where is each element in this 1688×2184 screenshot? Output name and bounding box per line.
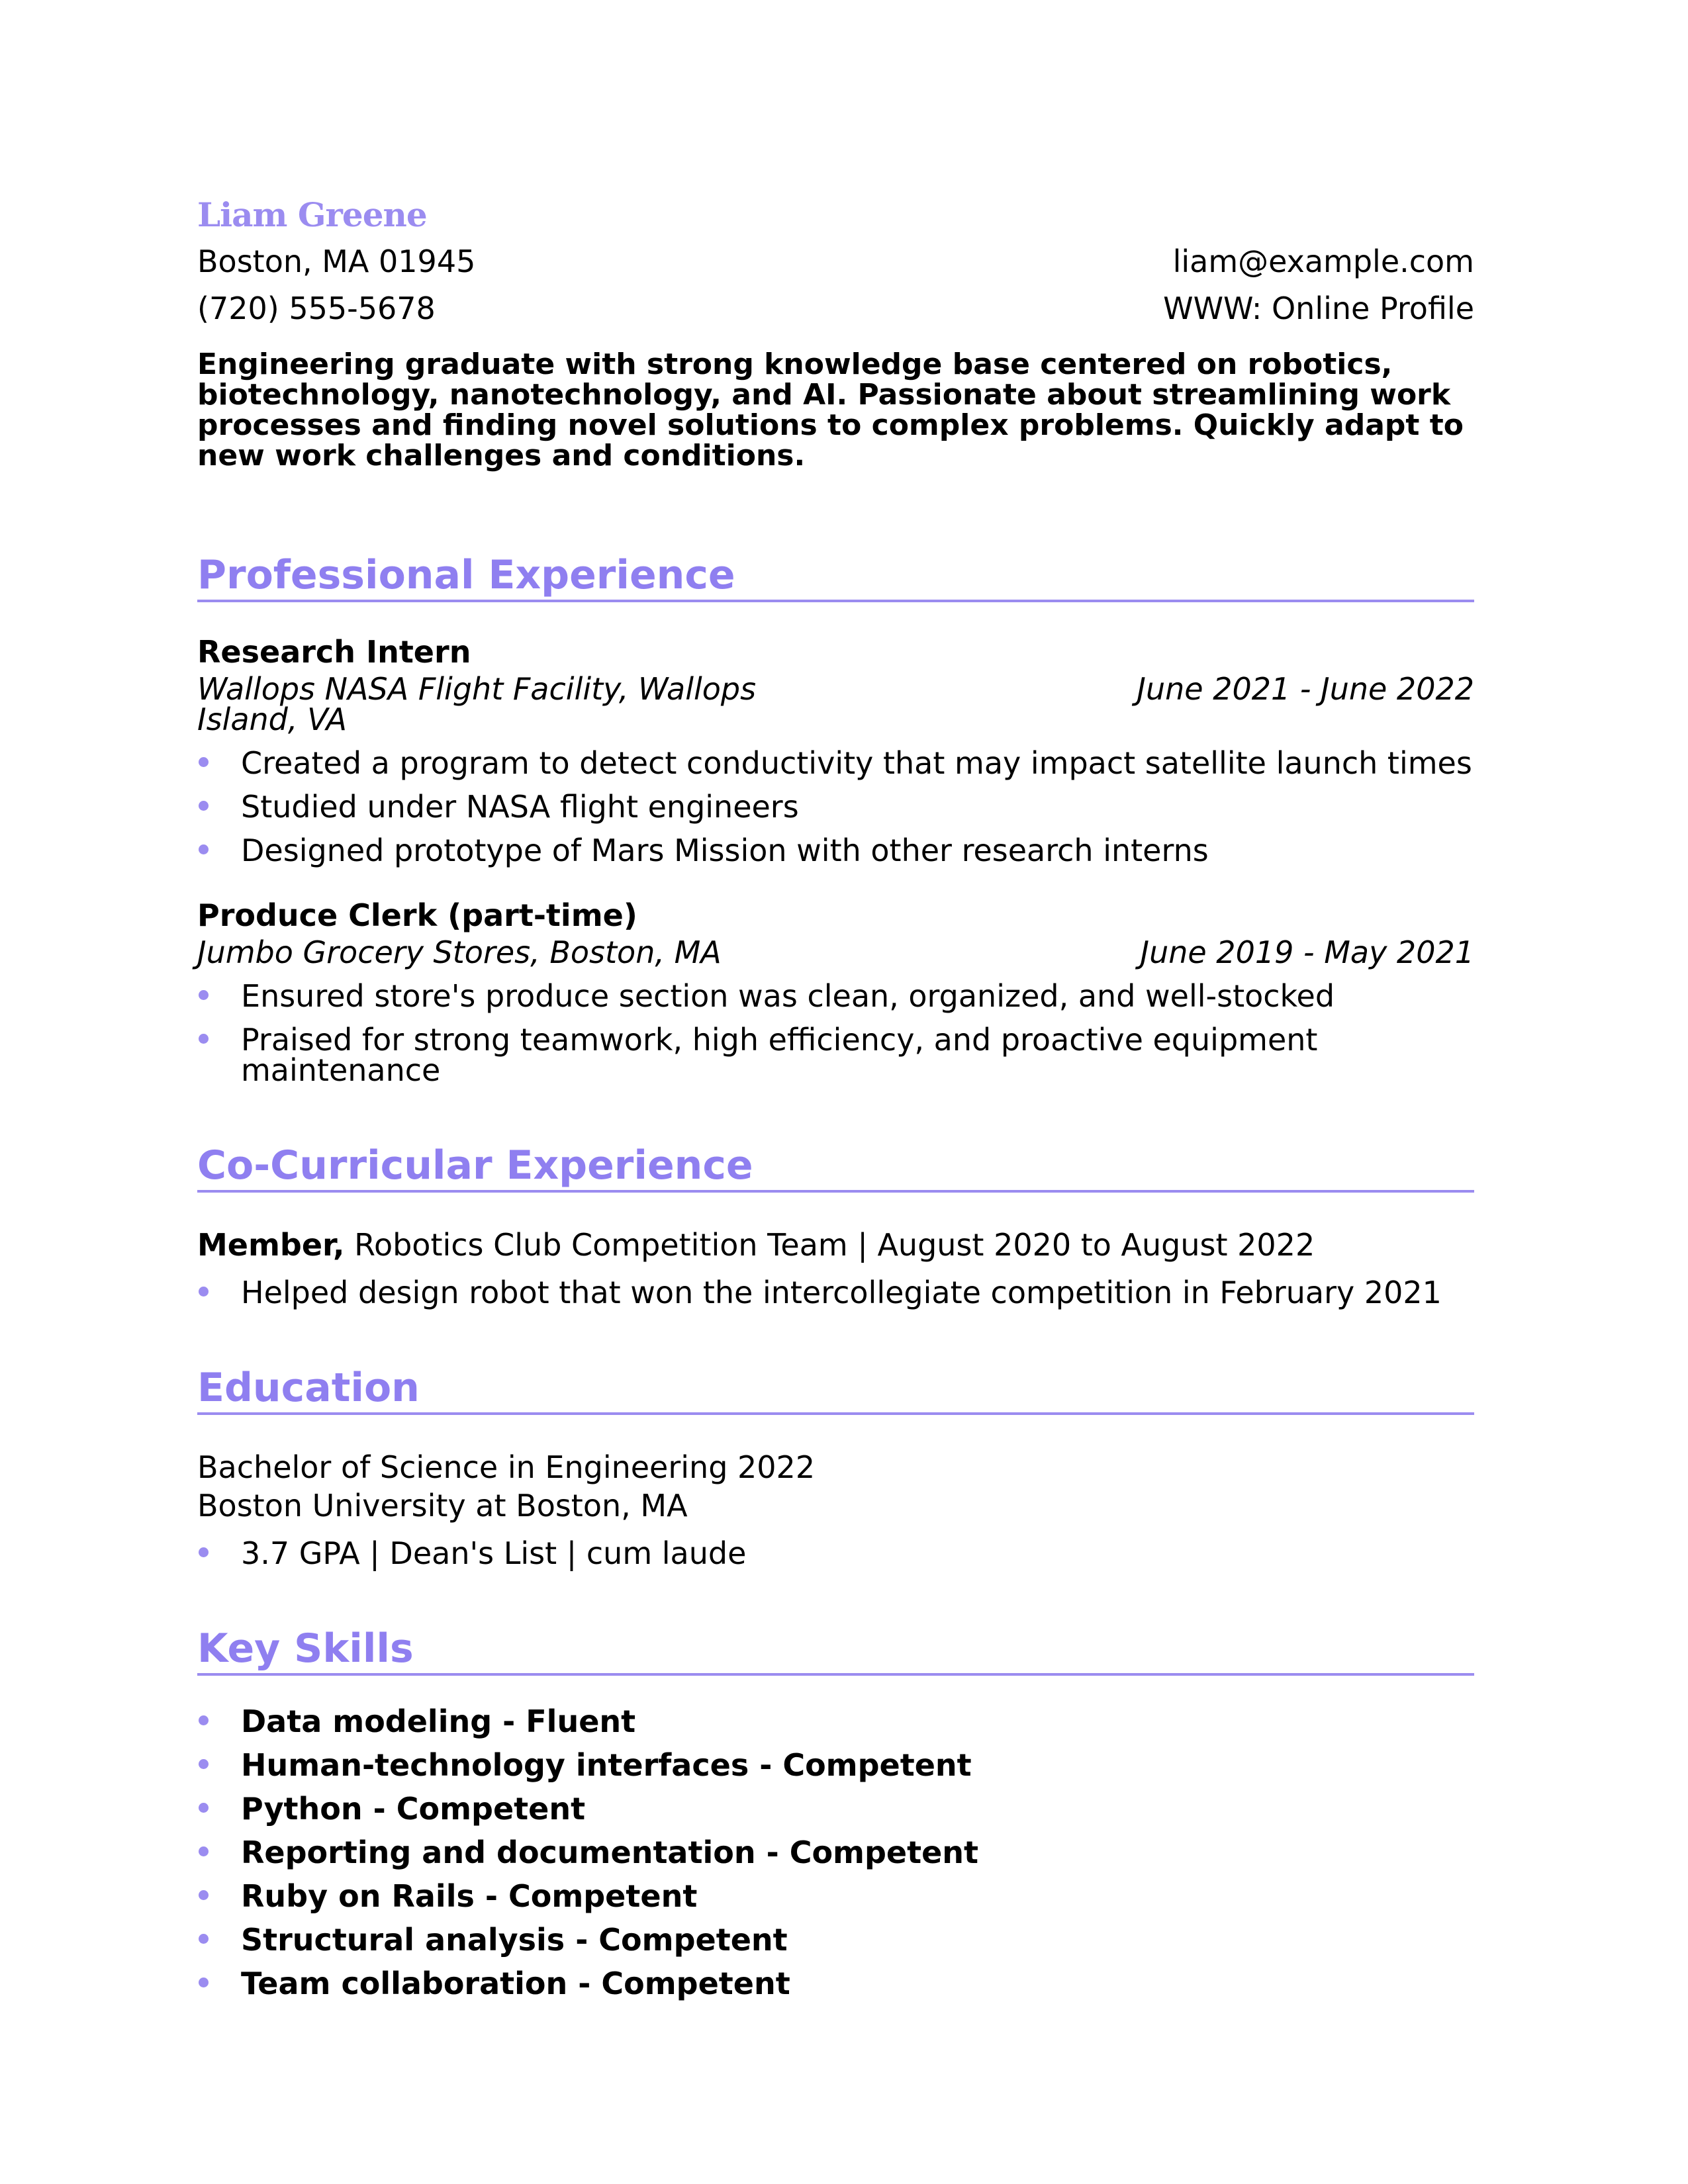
bullet-item: Designed prototype of Mars Mission with … bbox=[197, 835, 1474, 866]
dates: June 2021 - June 2022 bbox=[1137, 671, 1474, 707]
job-title: Research Intern bbox=[197, 634, 471, 670]
org-row: Wallops NASA Flight Facility, Wallops Is… bbox=[197, 674, 1474, 735]
dates: June 2019 - May 2021 bbox=[1140, 934, 1475, 970]
bullet-list: Helped design robot that won the interco… bbox=[197, 1277, 1474, 1308]
entry: Member, Robotics Club Competition Team |… bbox=[197, 1226, 1474, 1308]
job-title: Produce Clerk (part-time) bbox=[197, 897, 637, 933]
bullet-item: Helped design robot that won the interco… bbox=[197, 1277, 1474, 1308]
bullet-item: Human-technology interfaces - Competent bbox=[197, 1750, 1474, 1780]
contact-row: (720) 555-5678 WWW: Online Profile bbox=[197, 285, 1474, 332]
section-title: Key Skills bbox=[197, 1624, 1474, 1676]
bullet-item: 3.7 GPA | Dean's List | cum laude bbox=[197, 1538, 1474, 1569]
organization: Jumbo Grocery Stores, Boston, MA bbox=[197, 934, 722, 970]
bullet-list: Ensured store's produce section was clea… bbox=[197, 981, 1474, 1085]
phone: (720) 555-5678 bbox=[197, 291, 436, 326]
email[interactable]: liam@example.com bbox=[1172, 244, 1474, 279]
sections: Professional Experience Research Intern Wa… bbox=[197, 551, 1474, 1999]
website[interactable]: WWW: Online Profile bbox=[1163, 291, 1474, 326]
bullet-item: Team collaboration - Competent bbox=[197, 1968, 1474, 1999]
bullet-item: Reporting and documentation - Competent bbox=[197, 1837, 1474, 1868]
address: Boston, MA 01945 bbox=[197, 244, 476, 279]
bullet-list: Data modeling - Fluent Human-technology i… bbox=[197, 1706, 1474, 1999]
contact-row: Boston, MA 01945 liam@example.com bbox=[197, 238, 1474, 285]
org-row: Jumbo Grocery Stores, Boston, MA June 201… bbox=[197, 937, 1474, 968]
bullet-item: Created a program to detect conductivity… bbox=[197, 748, 1474, 778]
role-line: Member, Robotics Club Competition Team |… bbox=[197, 1226, 1474, 1264]
summary: Engineering graduate with strong knowled… bbox=[197, 347, 1464, 473]
degree: Bachelor of Science in Engineering 2022 bbox=[197, 1449, 816, 1485]
name: Liam Greene bbox=[197, 195, 428, 234]
role: Member, bbox=[197, 1227, 345, 1263]
bullet-item: Praised for strong teamwork, high effici… bbox=[197, 1024, 1474, 1085]
bullet-item: Structural analysis - Competent bbox=[197, 1925, 1474, 1955]
entry: Research Intern Wallops NASA Flight Facil… bbox=[197, 635, 1474, 866]
bullet-item: Ensured store's produce section was clea… bbox=[197, 981, 1474, 1011]
section-title: Co-Curricular Experience bbox=[197, 1141, 1474, 1193]
section-title: Education bbox=[197, 1363, 1474, 1415]
school: Boston University at Boston, MA bbox=[197, 1488, 688, 1524]
bullet-list: 3.7 GPA | Dean's List | cum laude bbox=[197, 1538, 1474, 1569]
bullet-item: Data modeling - Fluent bbox=[197, 1706, 1474, 1737]
bullet-list: Created a program to detect conductivity… bbox=[197, 748, 1474, 866]
section-title: Professional Experience bbox=[197, 551, 1474, 602]
role-detail: Robotics Club Competition Team | August … bbox=[354, 1227, 1315, 1263]
entry: Bachelor of Science in Engineering 2022 B… bbox=[197, 1448, 1474, 1569]
entry: Produce Clerk (part-time) Jumbo Grocery S… bbox=[197, 899, 1474, 1085]
bullet-item: Ruby on Rails - Competent bbox=[197, 1881, 1474, 1911]
organization: Wallops NASA Flight Facility, Wallops Is… bbox=[197, 671, 757, 737]
bullet-item: Python - Competent bbox=[197, 1794, 1474, 1824]
bullet-item: Studied under NASA flight engineers bbox=[197, 792, 1474, 822]
